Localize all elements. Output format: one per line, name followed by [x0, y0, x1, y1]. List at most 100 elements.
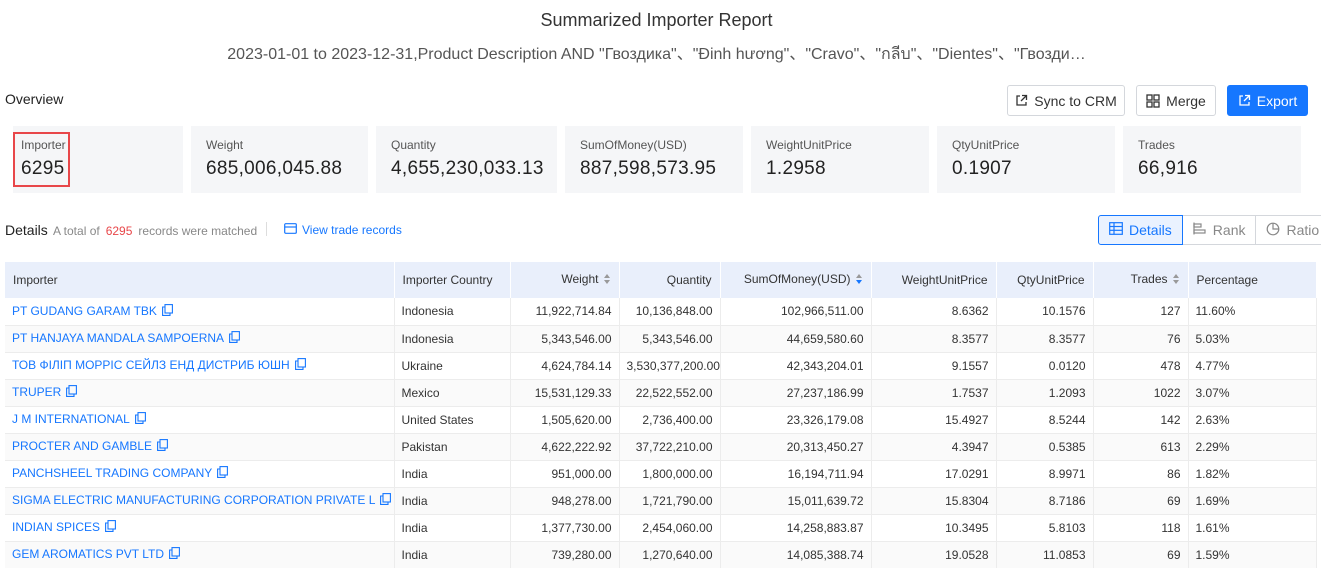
cell-importer: PT GUDANG GARAM TBK: [5, 298, 395, 326]
cell-percentage: 2.29%: [1188, 433, 1317, 461]
cell-trades: 69: [1093, 541, 1189, 568]
cell-country: Pakistan: [394, 433, 511, 461]
report-subtitle: 2023-01-01 to 2023-12-31,Product Descrip…: [227, 46, 1086, 63]
cell-weight-unit-price: 9.1557: [871, 352, 997, 380]
cell-importer: PANCHSHEEL TRADING COMPANY: [5, 460, 395, 488]
copy-icon[interactable]: [229, 331, 241, 346]
cell-money: 23,326,179.08: [720, 406, 872, 434]
tab-ratio[interactable]: Ratio: [1255, 215, 1321, 245]
importer-link[interactable]: TRUPER: [12, 384, 62, 399]
divider: [266, 222, 267, 236]
copy-icon[interactable]: [169, 547, 180, 562]
importer-link[interactable]: ТОВ ФІЛІП МОРРІС СЕЙЛЗ ЕНД ДИСТРИБ ЮШН: [12, 357, 290, 372]
col-header-money[interactable]: SumOfMoney(USD): [720, 262, 872, 298]
tab-rank[interactable]: Rank: [1181, 215, 1257, 245]
col-header-weight[interactable]: Weight: [510, 262, 620, 298]
cell-percentage: 5.03%: [1188, 325, 1317, 353]
cell-weight-unit-price: 15.4927: [871, 406, 997, 434]
total-suffix: records were matched: [138, 224, 258, 238]
importer-link[interactable]: SIGMA ELECTRIC MANUFACTURING CORPORATION…: [12, 492, 376, 507]
cell-weight: 951,000.00: [510, 460, 620, 488]
report-title: Summarized Importer Report: [540, 10, 773, 30]
copy-icon[interactable]: [161, 303, 173, 319]
col-header-weight-label: Weight: [561, 272, 599, 287]
stat-value: 685,006,045.88: [206, 158, 343, 179]
merge-label: Merge: [1166, 92, 1206, 109]
copy-icon[interactable]: [157, 439, 168, 454]
cell-trades: 127: [1093, 298, 1189, 326]
bar-icon: [1193, 222, 1207, 238]
cell-percentage: 1.82%: [1188, 460, 1317, 488]
cell-weight-unit-price: 8.3577: [871, 325, 997, 353]
stat-label: Importer: [21, 138, 66, 152]
cell-trades: 69: [1093, 487, 1189, 515]
col-header-country: Importer Country: [394, 262, 511, 298]
card-icon: [284, 223, 297, 237]
copy-icon[interactable]: [380, 493, 392, 508]
stat-label: WeightUnitPrice: [766, 138, 852, 152]
cell-quantity: 1,270,640.00: [619, 541, 721, 568]
importer-table: Importer Importer Country Weight Quantit…: [5, 262, 1317, 568]
export-button[interactable]: Export: [1227, 85, 1308, 116]
cell-country: India: [394, 514, 511, 542]
stat-sum-of-money: SumOfMoney(USD) 887,598,573.95: [565, 126, 743, 193]
stat-importer: Importer 6295: [13, 126, 183, 193]
merge-button[interactable]: Merge: [1136, 85, 1216, 116]
cell-qty-unit-price: 8.3577: [996, 325, 1094, 353]
cell-qty-unit-price: 8.5244: [996, 406, 1094, 434]
sort-icon[interactable]: [855, 273, 863, 288]
stat-label: Quantity: [391, 138, 436, 152]
cell-money: 44,659,580.60: [720, 325, 872, 353]
cell-weight: 4,624,784.14: [510, 352, 620, 380]
importer-link[interactable]: INDIAN SPICES: [12, 519, 101, 534]
cell-importer: ТОВ ФІЛІП МОРРІС СЕЙЛЗ ЕНД ДИСТРИБ ЮШН: [5, 352, 395, 380]
importer-link[interactable]: GEM AROMATICS PVT LTD: [12, 546, 165, 561]
cell-importer: SIGMA ELECTRIC MANUFACTURING CORPORATION…: [5, 487, 395, 515]
table-row: ТОВ ФІЛІП МОРРІС СЕЙЛЗ ЕНД ДИСТРИБ ЮШН Uk…: [5, 352, 1317, 380]
cell-trades: 86: [1093, 460, 1189, 488]
total-count: 6295: [105, 224, 133, 238]
importer-link[interactable]: J M INTERNATIONAL: [12, 411, 130, 426]
cell-trades: 478: [1093, 352, 1189, 380]
sort-icon[interactable]: [1172, 273, 1180, 288]
importer-link[interactable]: PT GUDANG GARAM TBK: [12, 303, 157, 318]
table-row: PT GUDANG GARAM TBK Indonesia 11,922,714.8…: [5, 298, 1317, 326]
col-header-trades[interactable]: Trades: [1093, 262, 1189, 298]
stat-label: SumOfMoney(USD): [580, 138, 687, 152]
cell-quantity: 3,530,377,200.00: [619, 352, 721, 380]
cell-importer: INDIAN SPICES: [5, 514, 395, 542]
cell-country: United States: [394, 406, 511, 434]
table-row: SIGMA ELECTRIC MANUFACTURING CORPORATION…: [5, 487, 1317, 515]
stat-value: 66,916: [1138, 158, 1198, 179]
copy-icon[interactable]: [294, 358, 306, 373]
cell-country: Indonesia: [394, 298, 511, 326]
importer-link[interactable]: PROCTER AND GAMBLE: [12, 438, 153, 453]
importer-link[interactable]: PT HANJAYA MANDALA SAMPOERNA: [12, 330, 225, 345]
importer-link[interactable]: PANCHSHEEL TRADING COMPANY: [12, 465, 213, 480]
copy-icon[interactable]: [217, 466, 229, 481]
copy-icon[interactable]: [134, 412, 146, 427]
table-row: GEM AROMATICS PVT LTD India 739,280.00 1,27…: [5, 541, 1317, 568]
cell-quantity: 22,522,552.00: [619, 379, 721, 407]
copy-icon[interactable]: [105, 520, 116, 535]
sync-crm-label: Sync to CRM: [1034, 92, 1117, 109]
cell-weight-unit-price: 10.3495: [871, 514, 997, 542]
tab-details-label: Details: [1129, 222, 1172, 238]
cell-money: 15,011,639.72: [720, 487, 872, 515]
cell-quantity: 5,343,546.00: [619, 325, 721, 353]
tab-details[interactable]: Details: [1098, 215, 1183, 245]
view-trade-records-link[interactable]: View trade records: [284, 223, 402, 237]
cell-country: Mexico: [394, 379, 511, 407]
sort-icon[interactable]: [603, 273, 611, 288]
cell-trades: 118: [1093, 514, 1189, 542]
cell-weight: 5,343,546.00: [510, 325, 620, 353]
cell-importer: J M INTERNATIONAL: [5, 406, 395, 434]
sync-crm-button[interactable]: Sync to CRM: [1007, 85, 1125, 116]
stat-weight-unit-price: WeightUnitPrice 1.2958: [751, 126, 929, 193]
col-header-trades-label: Trades: [1130, 272, 1168, 287]
cell-percentage: 1.69%: [1188, 487, 1317, 515]
stat-label: Trades: [1138, 138, 1175, 152]
copy-icon[interactable]: [66, 385, 78, 400]
table-row: PROCTER AND GAMBLE Pakistan 4,622,222.92 37…: [5, 433, 1317, 461]
view-mode-tabs: Details Rank Ratio: [1098, 215, 1321, 245]
